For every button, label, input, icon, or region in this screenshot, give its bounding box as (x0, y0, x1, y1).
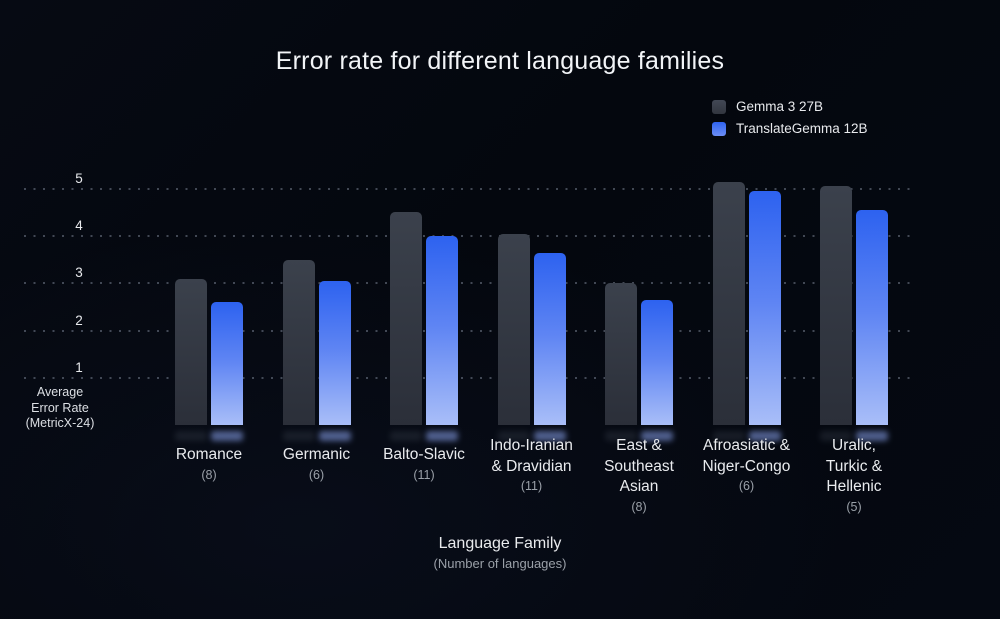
y-tick-label: 3 (75, 265, 83, 281)
y-tick-label: 2 (75, 312, 83, 328)
legend: Gemma 3 27B TranslateGemma 12B (712, 99, 868, 136)
bar-reflection (390, 431, 422, 441)
bar-translategemma-12b (533, 252, 566, 425)
y-axis-title-line: Error Rate (31, 400, 89, 415)
bar-reflection (748, 431, 781, 441)
legend-swatch-icon (712, 121, 726, 136)
bar-translategemma-12b (211, 302, 243, 425)
category-count: (8) (201, 467, 217, 482)
category-label-line: Germanic (282, 446, 351, 463)
gridline (24, 282, 915, 285)
legend-swatch-icon (712, 99, 726, 114)
bar-reflection (497, 431, 530, 441)
category-label-line: Afroasiatic & (702, 437, 790, 454)
category-label-line: Uralic, (832, 437, 876, 454)
category-count: (6) (308, 467, 325, 482)
category-label: Romance (8) (129, 445, 289, 484)
bar-reflection (641, 431, 673, 441)
legend-item: TranslateGemma 12B (712, 121, 868, 136)
category-count: (5) (846, 499, 862, 514)
bar-reflection (318, 431, 351, 441)
category-label-line: East & (616, 437, 662, 454)
gridline (24, 187, 915, 190)
bar-reflection (426, 431, 458, 441)
category-label: Afroasiatic & Niger-Congo (6) (667, 436, 827, 495)
bar-translategemma-12b (856, 210, 888, 425)
y-tick-label: 5 (75, 170, 83, 186)
legend-item-label: Gemma 3 27B (736, 99, 824, 114)
y-axis-title-line: Average (36, 385, 84, 399)
category-label-line: Asian (619, 478, 659, 495)
category-label-line: Romance (175, 446, 243, 463)
category-label-line: Hellenic (826, 478, 882, 495)
category-label-line: Balto-Slavic (383, 446, 465, 463)
category-label: Indo-Iranian & Dravidian (11) (452, 436, 612, 495)
bar-translategemma-12b (641, 299, 673, 425)
bar-gemma-3-27b (820, 186, 852, 425)
bar-reflection (712, 431, 745, 441)
category-count: (6) (738, 479, 755, 493)
bar-reflection (820, 431, 852, 441)
bar-translategemma-12b (748, 191, 781, 425)
category-label: Germanic (6) (237, 445, 397, 484)
category-label-line: & Dravidian (491, 457, 572, 475)
y-axis-title: Average Error Rate (MetricX-24) (13, 385, 107, 432)
category-count: (8) (631, 499, 647, 514)
bar-reflection (175, 431, 207, 441)
category-label-line: Turkic & (825, 457, 883, 475)
bar-reflection (856, 431, 888, 441)
bar-translategemma-12b (318, 280, 351, 425)
category-count: (11) (520, 479, 543, 493)
category-label: Balto-Slavic (11) (344, 445, 504, 484)
bar-reflection (282, 431, 315, 441)
category-count: (11) (413, 467, 435, 482)
x-axis-subtitle: (Number of languages) (433, 556, 567, 571)
bar-reflection (605, 431, 637, 441)
legend-item: Gemma 3 27B (712, 99, 868, 114)
bar-gemma-3-27b (175, 278, 207, 425)
category-label-line: Indo-Iranian (490, 437, 573, 454)
bar-reflection (211, 431, 243, 441)
bar-gemma-3-27b (605, 283, 637, 425)
gridline (24, 376, 915, 379)
gridline (24, 329, 915, 332)
bar-translategemma-12b (426, 236, 458, 425)
bar-gemma-3-27b (712, 181, 745, 425)
category-label-line: Niger-Congo (702, 457, 791, 475)
gridline (24, 235, 915, 237)
y-tick-label: 1 (75, 359, 83, 375)
category-label: Uralic, Turkic & Hellenic (5) (774, 436, 934, 516)
chart-title: Error rate for different language famili… (275, 47, 725, 75)
bar-gemma-3-27b (282, 259, 315, 425)
bar-reflection (533, 431, 566, 441)
legend-item-label: TranslateGemma 12B (736, 121, 868, 136)
category-label-line: Southeast (604, 457, 674, 475)
category-label: East & Southeast Asian (8) (559, 436, 719, 516)
bar-gemma-3-27b (497, 233, 530, 425)
y-tick-label: 4 (75, 218, 83, 233)
y-axis-title-line: (MetricX-24) (25, 416, 95, 430)
x-axis-title: Language Family (438, 535, 562, 552)
bar-gemma-3-27b (390, 212, 422, 425)
